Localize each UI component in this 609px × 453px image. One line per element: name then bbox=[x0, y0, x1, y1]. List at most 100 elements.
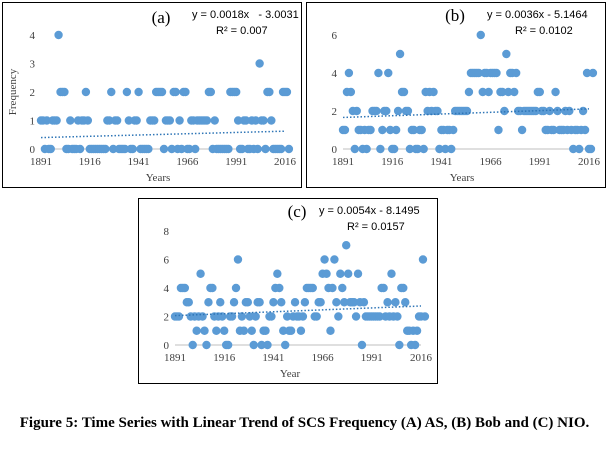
data-point bbox=[237, 312, 247, 321]
data-point bbox=[184, 298, 193, 307]
data-point bbox=[237, 144, 247, 154]
data-point bbox=[267, 116, 276, 125]
data-point bbox=[384, 68, 393, 78]
data-point bbox=[251, 116, 260, 125]
data-point bbox=[75, 144, 85, 154]
x-axis-label-a: Years bbox=[146, 172, 171, 184]
data-point bbox=[109, 144, 118, 154]
figure-caption: Figure 5: Time Series with Linear Trend … bbox=[19, 415, 590, 431]
y-tick-label: 4 bbox=[332, 68, 338, 80]
data-point bbox=[192, 326, 201, 335]
data-point bbox=[282, 312, 292, 321]
data-point bbox=[101, 144, 110, 154]
data-point bbox=[229, 298, 239, 307]
data-point bbox=[500, 106, 509, 116]
y-tick-label: 0 bbox=[164, 340, 170, 352]
data-point bbox=[429, 87, 438, 97]
y-tick-label: 1 bbox=[30, 116, 36, 128]
data-point bbox=[245, 312, 254, 321]
data-point bbox=[375, 312, 384, 321]
data-point bbox=[159, 144, 169, 154]
y-tick-label: 2 bbox=[30, 87, 36, 99]
data-point bbox=[320, 255, 329, 264]
data-point bbox=[386, 125, 395, 135]
trendline-equation-a: y = 0.0018x - 3.0031 bbox=[192, 9, 299, 21]
data-point bbox=[417, 125, 426, 135]
data-point bbox=[277, 298, 286, 307]
data-point bbox=[476, 30, 485, 40]
data-point bbox=[551, 87, 560, 97]
data-point bbox=[124, 116, 134, 125]
trend-line-a bbox=[40, 130, 286, 139]
data-point bbox=[181, 87, 190, 97]
data-point bbox=[405, 144, 415, 154]
data-point bbox=[174, 312, 184, 321]
trend-line-b bbox=[342, 108, 590, 119]
data-point bbox=[263, 340, 272, 350]
x-tick-label: 2016 bbox=[274, 156, 297, 168]
data-point bbox=[120, 144, 130, 154]
data-point bbox=[275, 283, 284, 293]
chart-panel-c: 0 2 4 6 8 1891 1916 1941 1966 1991 2016 (c) y = 0.00… bbox=[138, 198, 438, 384]
data-point bbox=[255, 298, 264, 307]
data-point bbox=[389, 144, 399, 154]
data-point bbox=[510, 87, 519, 97]
data-point bbox=[249, 340, 258, 350]
data-point bbox=[42, 116, 52, 125]
data-point bbox=[112, 116, 122, 125]
data-point bbox=[261, 326, 270, 335]
x-tick-label: 1941 bbox=[430, 156, 452, 168]
data-point bbox=[282, 87, 292, 97]
data-point bbox=[177, 144, 186, 154]
y-tick-label: 4 bbox=[30, 30, 36, 42]
scatter-chart-a: 0 1 2 3 4 1891 1916 1941 1966 1991 2016 (a) y = 0.00… bbox=[7, 8, 299, 184]
data-point bbox=[233, 255, 243, 264]
data-point bbox=[308, 283, 317, 293]
data-point bbox=[330, 255, 339, 264]
data-point bbox=[144, 144, 153, 154]
data-point bbox=[284, 144, 294, 154]
data-point bbox=[336, 269, 345, 278]
data-point bbox=[393, 106, 403, 116]
data-point bbox=[216, 298, 225, 307]
data-point bbox=[328, 283, 337, 293]
data-point bbox=[54, 30, 63, 40]
data-point bbox=[379, 283, 388, 293]
data-point bbox=[340, 298, 349, 307]
data-point bbox=[105, 116, 114, 125]
r-squared-b: R² = 0.0102 bbox=[515, 25, 573, 37]
data-point bbox=[202, 116, 212, 125]
data-point bbox=[395, 340, 404, 350]
x-axis-label-c: Year bbox=[280, 368, 301, 380]
data-point bbox=[391, 298, 400, 307]
data-point bbox=[188, 340, 197, 350]
data-point bbox=[350, 144, 360, 154]
data-point bbox=[502, 49, 511, 59]
data-point bbox=[204, 298, 213, 307]
data-point bbox=[206, 87, 216, 97]
data-point bbox=[212, 326, 221, 335]
data-point bbox=[326, 326, 335, 335]
data-point bbox=[504, 87, 513, 97]
data-point bbox=[279, 326, 288, 335]
panel-label-a: (a) bbox=[152, 8, 171, 27]
data-point bbox=[435, 144, 444, 154]
data-point bbox=[134, 87, 143, 97]
scatter-chart-c: 0 2 4 6 8 1891 1916 1941 1966 1991 2016 (c) y = 0.00… bbox=[164, 202, 433, 380]
data-point bbox=[107, 87, 116, 97]
data-point bbox=[231, 283, 241, 293]
x-tick-label: 1916 bbox=[79, 156, 102, 168]
x-tick-label: 1966 bbox=[176, 156, 199, 168]
y-tick-label: 2 bbox=[332, 106, 338, 118]
data-point bbox=[300, 298, 310, 307]
data-point bbox=[198, 312, 207, 321]
x-tick-label: 2016 bbox=[410, 352, 433, 364]
r-squared-a: R² = 0.007 bbox=[216, 25, 268, 37]
data-point bbox=[362, 144, 371, 154]
data-point bbox=[259, 116, 268, 125]
data-point bbox=[52, 116, 61, 125]
data-point bbox=[517, 125, 527, 135]
data-point bbox=[185, 144, 194, 154]
data-point bbox=[474, 68, 483, 78]
data-point bbox=[46, 144, 55, 154]
